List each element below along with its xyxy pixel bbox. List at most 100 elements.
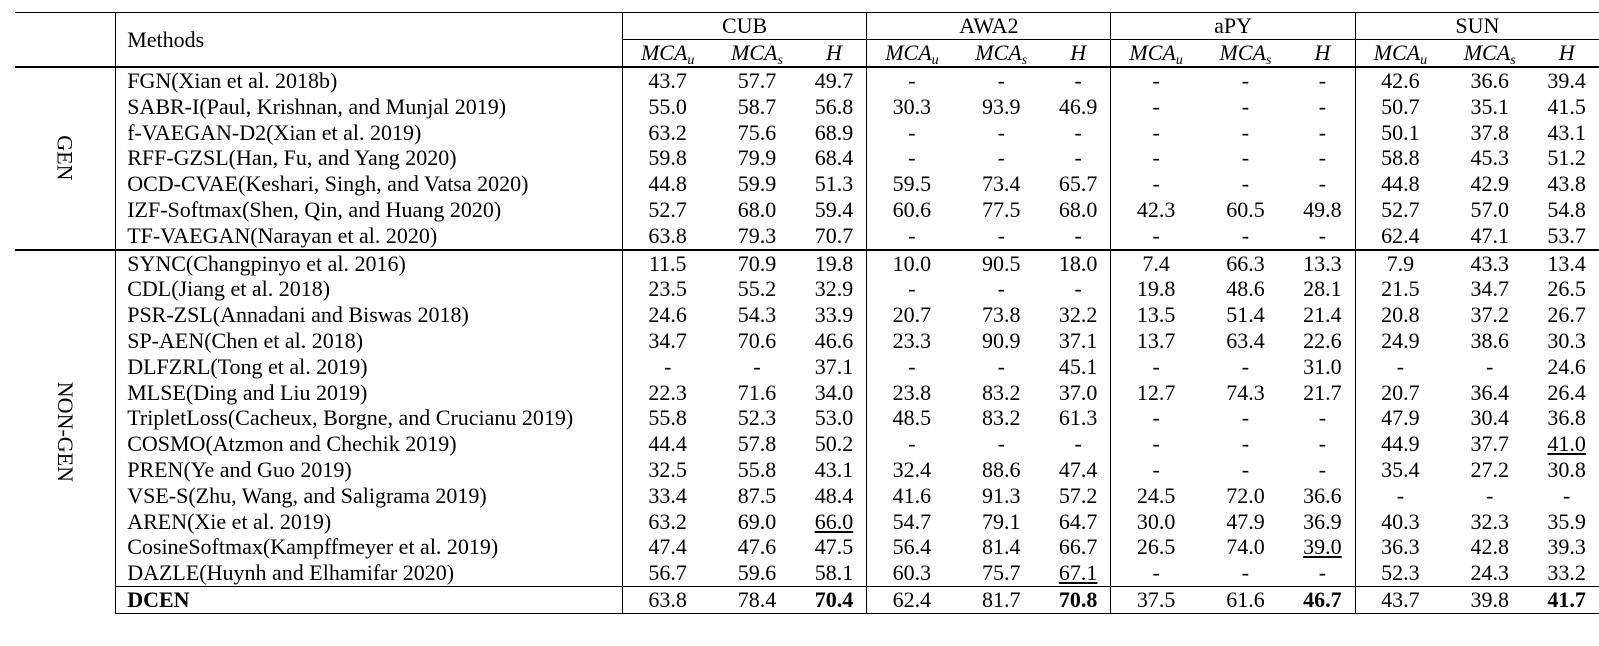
metric-u-label: MCA (885, 40, 932, 65)
value-cell: 37.5 (1110, 585, 1201, 614)
value-cell: 39.0 (1290, 534, 1356, 561)
value-cell: 47.1 (1470, 222, 1509, 248)
value-cell: 43.7 (1355, 585, 1446, 614)
method-name: DCEN (115, 585, 624, 614)
value-cell: 36.6 (1290, 482, 1356, 509)
value-cell: 39.4 (1534, 66, 1599, 94)
value-cell: 24.9 (1381, 327, 1420, 353)
value-cell: 50.7 (1381, 93, 1420, 119)
value-cell: 68.0 (737, 196, 777, 222)
value-cell: 58.1 (801, 560, 868, 587)
value-cell: - (1045, 66, 1112, 94)
value-cell: - (1152, 456, 1160, 482)
metric-s-subscript: s (1265, 53, 1272, 68)
table-row: PSR-ZSL(Annadani and Biswas 2018) 24.6 54.… (15, 302, 1599, 328)
value-cell: 30.4 (1470, 405, 1509, 431)
value-cell: 66.7 (1045, 534, 1112, 561)
value-cell: 24.5 (1136, 482, 1176, 508)
value-cell: 42.3 (1136, 196, 1176, 222)
value-cell: 43.1 (801, 456, 868, 483)
table-row: GEN FGN(Xian et al. 2018b) 43.7 57.7 49.7- - -… (15, 66, 1599, 250)
metric-s-label: MCA (1219, 40, 1266, 65)
value-cell: 74.3 (1226, 379, 1265, 405)
value-cell: 42.8 (1470, 534, 1509, 560)
value-cell: - (997, 222, 1005, 248)
value-cell: 71.6 (737, 379, 777, 405)
metric-s-subscript: s (1021, 53, 1028, 68)
metric-h-header-apy: H (1290, 39, 1356, 67)
value-cell: 32.2 (1045, 302, 1112, 328)
value-cell: - (997, 353, 1005, 379)
value-cell: 7.9 (1355, 248, 1446, 277)
value-cell: - (1486, 353, 1494, 379)
table-row: SABR-I(Paul, Krishnan, and Munjal 2019) 5… (15, 93, 1599, 120)
method-name: SP-AEN(Chen et al. 2018) (115, 327, 624, 354)
value-cell: - (1241, 456, 1250, 482)
value-cell: 37.1 (801, 353, 868, 380)
table-row: IZF-Softmax(Shen, Qin, and Huang 2020) 52… (15, 196, 1599, 223)
value-cell: 73.4 (981, 171, 1021, 197)
value-cell: 79.1 (981, 508, 1021, 534)
table-row: CosineSoftmax(Kampffmeyer et al. 2019) 47… (15, 534, 1599, 561)
method-name: AREN(Xie et al. 2019) (115, 508, 624, 535)
method-name: CosineSoftmax(Kampffmeyer et al. 2019) (115, 534, 624, 561)
value-cell: - (1290, 456, 1356, 483)
value-cell: 41.7 (1534, 585, 1599, 614)
value-cell: 33.9 (801, 302, 868, 328)
value-cell: 32.3 (1470, 508, 1509, 534)
value-cell: - (908, 276, 916, 302)
metric-u-subscript: u (1420, 53, 1428, 68)
value-cell: - (1152, 431, 1160, 457)
value-cell: 21.5 (1381, 276, 1420, 302)
table-row: DLFZRL(Tong et al. 2019) - - 37.1 - - 45.1 - - 31… (15, 353, 1599, 380)
group-nongen-label: NON-GEN (53, 381, 78, 482)
value-cell: - (1290, 93, 1356, 120)
value-cell: 7.4 (1110, 248, 1201, 277)
value-cell: 40.3 (1381, 508, 1420, 534)
table-row: TripletLoss(Cacheux, Borgne, and Crucian… (15, 405, 1599, 432)
value-cell: 59.8 (648, 145, 687, 171)
table-row: f-VAEGAN-D2(Xian et al. 2019) 63.2 75.6 68.… (15, 119, 1599, 146)
value-cell: 26.7 (1547, 302, 1586, 328)
value-cell: 83.2 (981, 405, 1021, 431)
value-cell: 36.6 (1445, 66, 1535, 94)
value-cell: 70.7 (801, 222, 868, 250)
value-cell: - (1290, 119, 1356, 146)
value-cell: 87.5 (737, 482, 777, 508)
value-cell: - (908, 145, 916, 171)
value-cell: 13.3 (1290, 248, 1356, 277)
method-name: OCD-CVAE(Keshari, Singh, and Vatsa 2020) (115, 171, 624, 197)
value-cell: 56.8 (801, 93, 868, 120)
value-cell: 35.1 (1470, 93, 1509, 119)
metric-h-header-sun: H (1558, 40, 1575, 65)
value-cell: 21.4 (1290, 302, 1356, 328)
value-cell: 27.2 (1470, 456, 1509, 482)
value-cell: 21.7 (1290, 379, 1356, 406)
value-cell: 52.7 (1381, 196, 1420, 222)
metric-h-header-cub: H (801, 39, 868, 67)
value-cell: 30.3 (892, 93, 932, 119)
value-cell: 70.4 (801, 585, 868, 614)
value-cell: 19.8 (1136, 276, 1176, 302)
value-cell: 24.3 (1470, 560, 1509, 586)
value-cell: 47.4 (1045, 456, 1112, 483)
results-table-container: Methods CUB AWA2 aPY SUN MCAu MCAs H MCAu MC… (15, 12, 1599, 614)
value-cell: 73.8 (981, 302, 1021, 328)
table-row: SP-AEN(Chen et al. 2018) 34.7 70.6 46.6 23.3… (15, 327, 1599, 354)
method-name: PREN(Ye and Guo 2019) (115, 456, 624, 483)
header-row-metrics: MCAu MCAs H MCAu MCAs H MCAu MCAs H MCAu MCAs H (15, 39, 1599, 68)
value-cell: 54.3 (737, 302, 777, 328)
value-cell: - (997, 119, 1005, 145)
value-cell: 60.6 (892, 196, 932, 222)
value-cell: 41.5 (1547, 93, 1586, 119)
value-cell: 37.1 (1045, 327, 1112, 354)
value-cell: 33.4 (648, 482, 687, 508)
value-cell: 44.4 (648, 431, 687, 457)
value-cell: 43.1 (1547, 119, 1586, 145)
value-cell: 36.3 (1381, 534, 1420, 560)
value-cell: 91.3 (981, 482, 1021, 508)
value-cell: 30.8 (1547, 456, 1586, 482)
method-name: IZF-Softmax(Shen, Qin, and Huang 2020) (115, 196, 624, 223)
metric-s-header-apy: MCAs (1201, 40, 1290, 68)
value-cell: 66.3 (1200, 248, 1291, 277)
